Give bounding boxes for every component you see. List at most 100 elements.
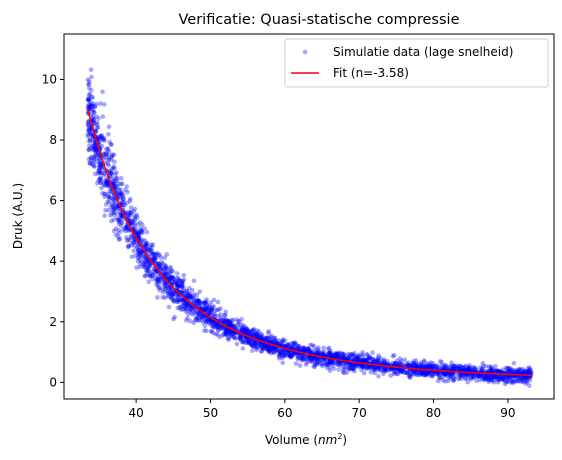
scatter-point [222,328,227,334]
scatter-point [405,362,411,368]
scatter-point [519,379,524,385]
scatter-point [381,358,387,364]
scatter-point [116,227,122,233]
scatter-point [92,145,97,151]
legend-label-simulation: Simulatie data (lage snelheid) [333,45,513,59]
scatter-point [170,275,175,280]
scatter-point [91,144,97,150]
scatter-point [176,283,181,289]
scatter-point [157,264,163,270]
scatter-point [288,345,294,351]
scatter-point [467,373,472,378]
scatter-point [487,377,493,383]
scatter-point [325,353,331,358]
scatter-point [338,363,344,369]
scatter-point [150,269,155,274]
scatter-point [92,120,97,126]
scatter-point [169,296,174,302]
scatter-point [91,118,97,123]
scatter-point [138,252,143,257]
scatter-point [109,170,114,176]
scatter-point [107,195,113,201]
scatter-point [448,375,454,380]
scatter-point [462,376,468,382]
scatter-point [291,341,297,346]
scatter-point [88,131,93,137]
scatter-point [95,152,101,158]
scatter-point [112,201,118,207]
scatter-point [140,222,145,227]
scatter-point [518,376,523,382]
scatter-point [120,228,126,233]
scatter-point [143,242,149,248]
scatter-point [170,275,176,280]
scatter-point [245,338,250,344]
scatter-point [360,364,365,369]
scatter-point [299,358,305,363]
scatter-point [351,364,357,370]
scatter-point [214,322,220,328]
scatter-point [436,366,442,371]
x-axis-label: Volume (nm2) [265,432,347,447]
scatter-point [377,365,382,370]
scatter-point [149,251,155,257]
scatter-point [176,297,181,302]
scatter-point [137,264,143,270]
scatter-point [397,367,403,373]
scatter-point [134,245,140,250]
scatter-point [176,294,181,300]
scatter-point [456,365,462,370]
scatter-point [231,324,237,330]
scatter-point [227,322,232,327]
scatter-point [287,354,293,359]
scatter-point [86,103,92,108]
scatter-point [97,165,102,171]
scatter-point [249,331,254,337]
scatter-point [140,230,145,236]
scatter-point [102,194,107,199]
scatter-point [86,82,91,87]
scatter-point [253,334,259,340]
scatter-point [426,371,432,376]
scatter-point [177,278,182,284]
scatter-point [498,374,503,380]
scatter-point [196,301,201,306]
scatter-point [307,349,312,354]
scatter-point [248,341,254,347]
scatter-point [356,352,362,358]
x-tick-label: 80 [426,406,441,420]
scatter-point [410,370,416,376]
scatter-point [336,367,341,372]
scatter-point [124,225,129,230]
scatter-point [422,358,427,363]
scatter-point [294,342,299,347]
scatter-point [146,251,152,256]
scatter-point [239,326,245,331]
scatter-point [152,258,158,263]
scatter-point [327,365,333,370]
scatter-point [202,307,208,313]
scatter-point [279,342,285,347]
scatter-point [463,372,469,377]
scatter-point [520,378,525,384]
scatter-point [500,367,506,373]
scatter-point [155,278,160,283]
scatter-point [228,321,234,326]
scatter-point [197,303,202,309]
scatter-point [277,351,283,357]
scatter-point [527,383,532,389]
scatter-point [142,226,147,231]
scatter-point [227,323,233,328]
scatter-point [414,362,419,367]
scatter-point [390,353,396,359]
scatter-point [298,352,304,358]
scatter-point [211,330,216,336]
x-tick-label: 40 [128,406,143,420]
scatter-point [466,366,472,372]
scatter-point [274,340,279,345]
scatter-point [526,375,532,381]
scatter-point [523,377,529,383]
scatter-point [110,207,116,212]
scatter-point [300,355,306,361]
scatter-point [223,309,228,315]
